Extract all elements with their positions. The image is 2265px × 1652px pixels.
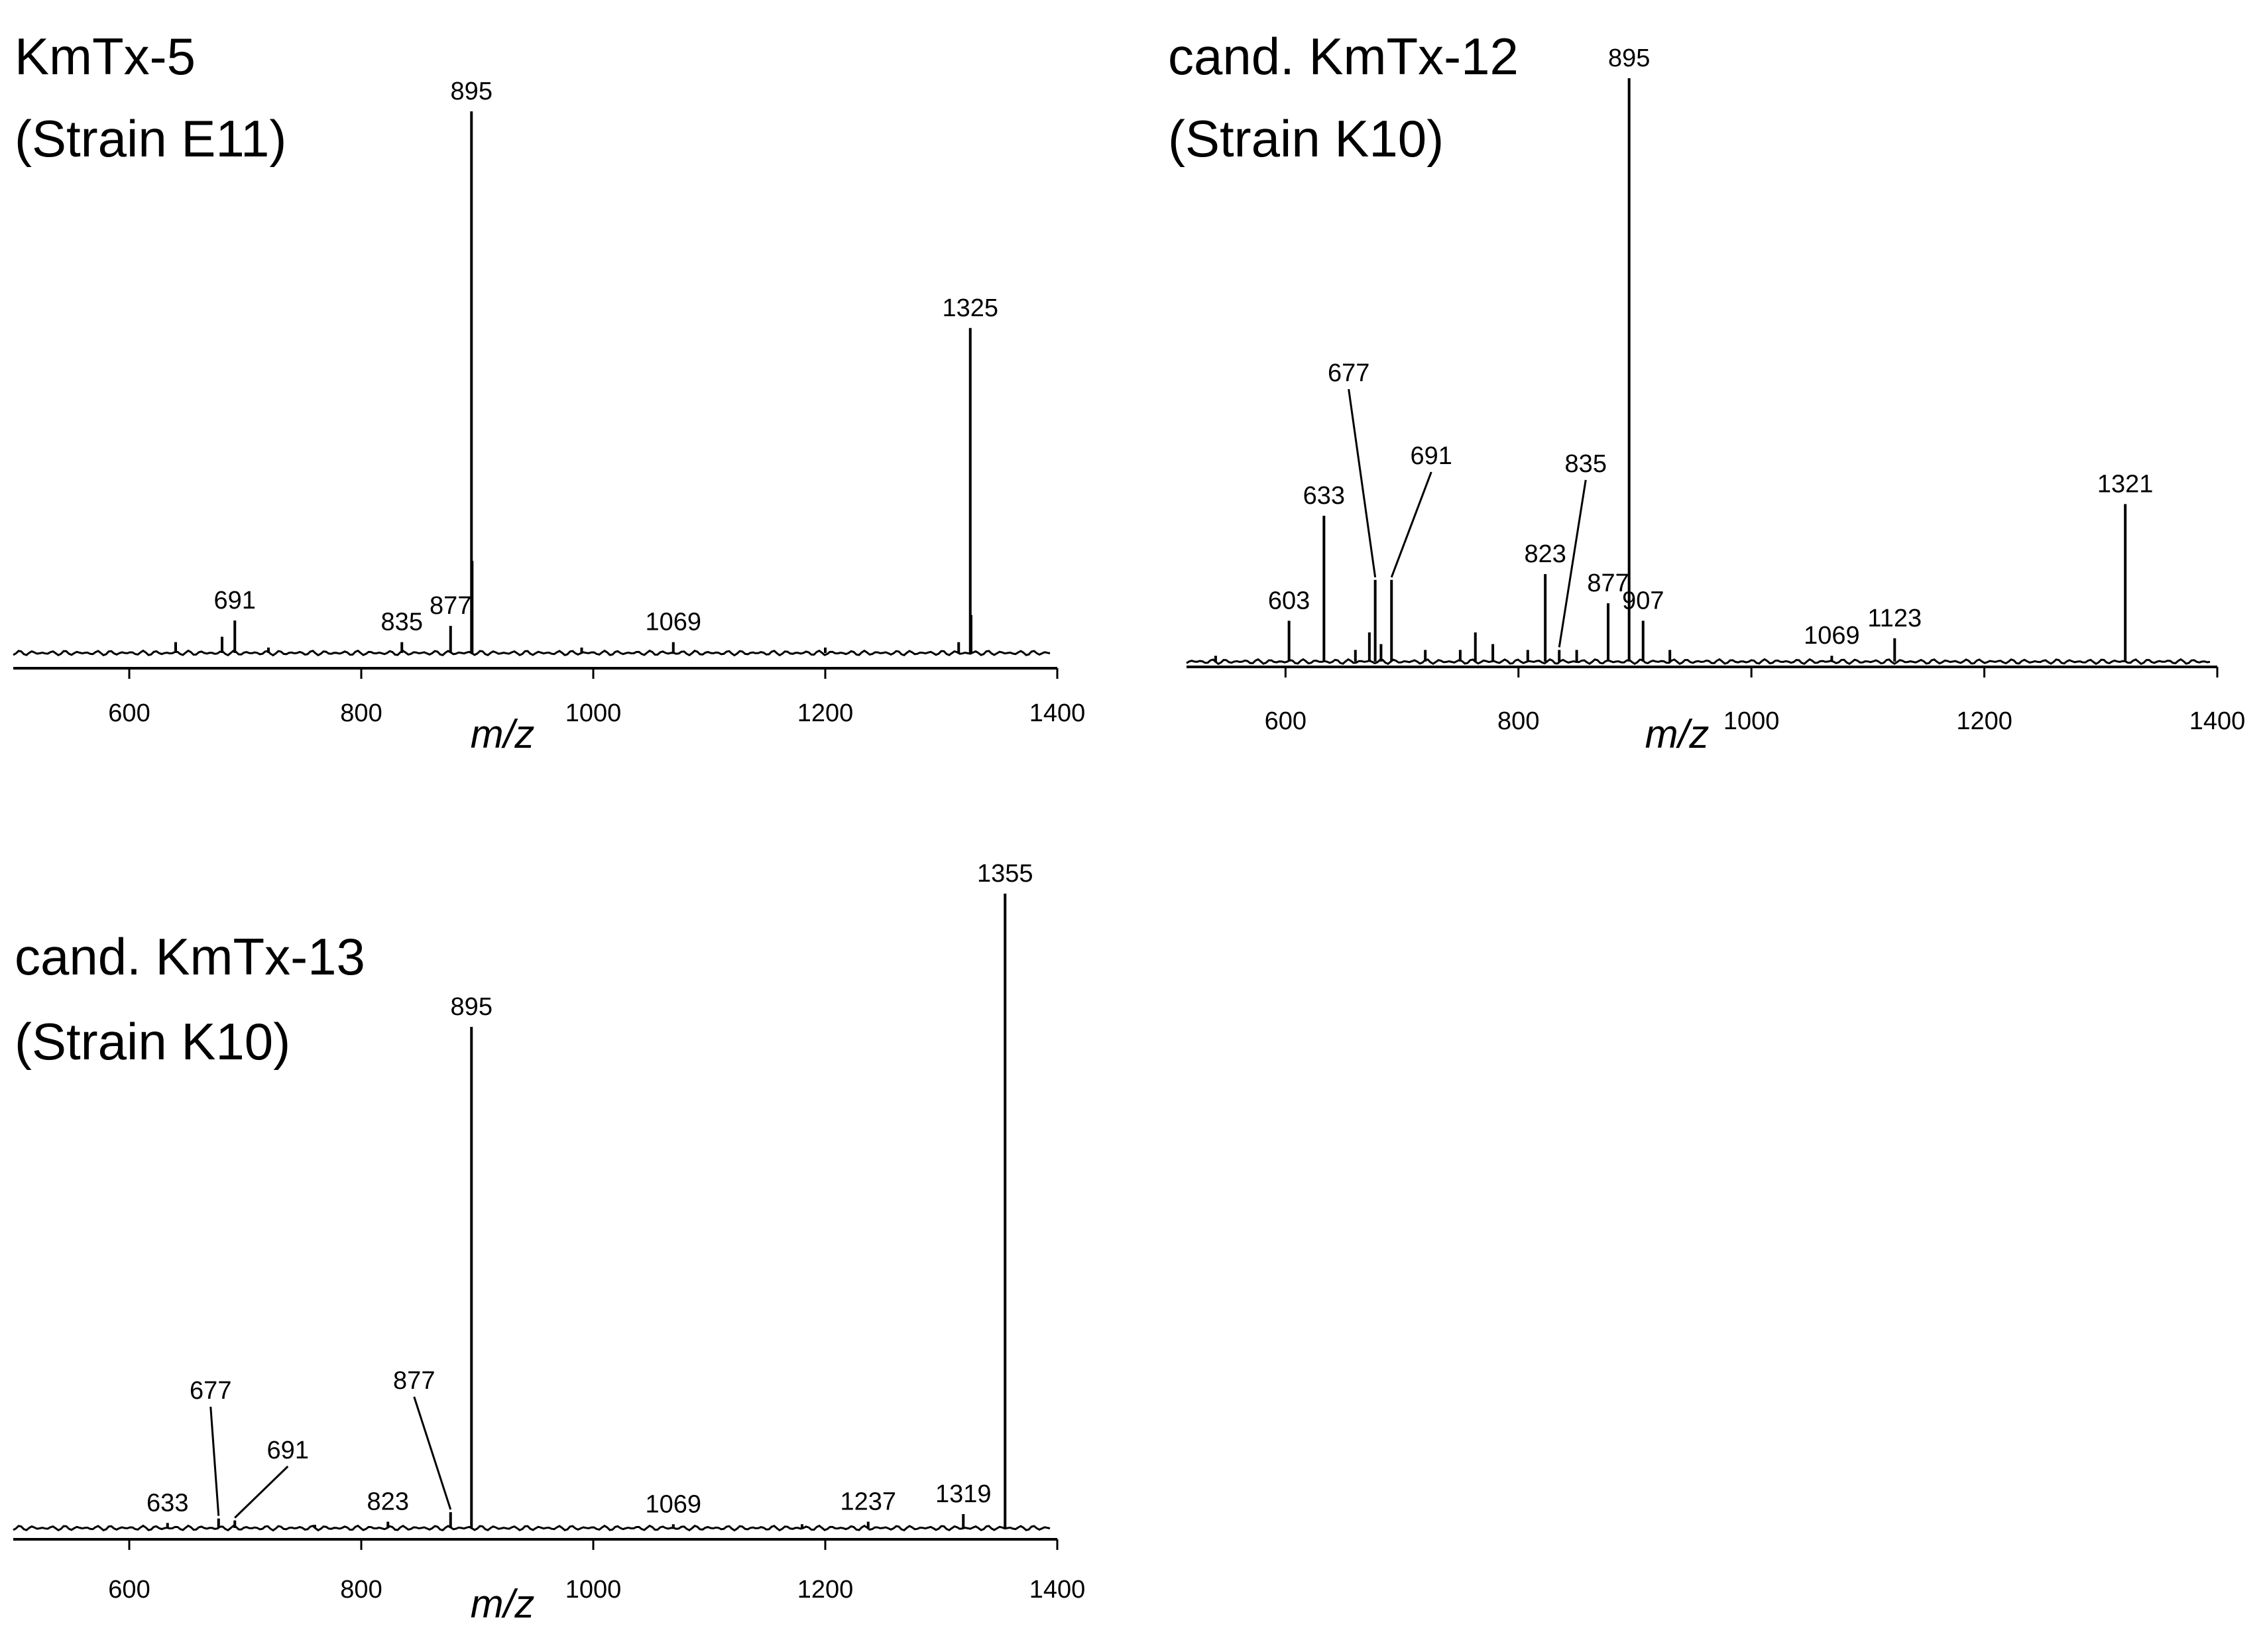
peak-leader-line bbox=[234, 1465, 289, 1519]
x-axis-label: m/z bbox=[1645, 712, 1710, 756]
peak-leader-line bbox=[1390, 471, 1432, 578]
panel-marks: 600 800 1000 1200 1400 603 633 677 691 823 835 877 8… bbox=[1186, 44, 2246, 735]
peak-label: 895 bbox=[1608, 44, 1650, 72]
peak-label: 835 bbox=[1565, 450, 1607, 478]
spectrum-panel-kmtx-13: cand. KmTx-13 (Strain K10) 600 800 1000 120… bbox=[13, 860, 1085, 1626]
peak-label: 1069 bbox=[645, 609, 701, 636]
peak-label: 691 bbox=[214, 587, 256, 615]
peak-label: 877 bbox=[430, 592, 471, 620]
x-tick-label: 1400 bbox=[2189, 707, 2246, 735]
peak-label: 1069 bbox=[645, 1490, 701, 1518]
peak-label: 895 bbox=[451, 993, 493, 1021]
spectrum-panel-kmtx-12: cand. KmTx-12 (Strain K10) 600 800 1000 120… bbox=[1168, 27, 2245, 756]
peak-label: 877 bbox=[393, 1367, 435, 1395]
peak-label: 677 bbox=[1328, 359, 1369, 387]
peak-label: 691 bbox=[1411, 442, 1452, 470]
peak-leader-line bbox=[1558, 479, 1587, 648]
peak-label: 835 bbox=[381, 609, 423, 636]
x-tick-label: 1000 bbox=[565, 1576, 622, 1604]
peak-label: 907 bbox=[1622, 587, 1664, 615]
panel-title-line-2: (Strain K10) bbox=[15, 1012, 290, 1071]
spectrum-panel-kmtx-5: KmTx-5 (Strain E11) 600 800 1000 1200 1400 69… bbox=[13, 27, 1085, 756]
panel-marks: 600 800 1000 1200 1400 691 835 877 895 1069 1325 bbox=[13, 78, 1085, 727]
peak-label: 1069 bbox=[1804, 622, 1860, 650]
peak-label: 823 bbox=[1524, 540, 1566, 568]
x-tick-label: 800 bbox=[340, 699, 382, 727]
peak-label: 1355 bbox=[977, 860, 1033, 888]
x-tick-label: 1400 bbox=[1029, 699, 1086, 727]
baseline-trace bbox=[13, 649, 1051, 657]
x-tick-label: 600 bbox=[108, 1576, 150, 1604]
peak-label: 603 bbox=[1268, 587, 1310, 615]
x-tick-label: 600 bbox=[1265, 707, 1307, 735]
peak-label: 823 bbox=[367, 1488, 409, 1515]
peak-label: 895 bbox=[451, 78, 493, 105]
panel-title-line-2: (Strain K10) bbox=[1168, 109, 1444, 168]
panel-title-line-2: (Strain E11) bbox=[15, 109, 286, 168]
peak-leader-line bbox=[413, 1396, 452, 1510]
x-tick-label: 800 bbox=[1497, 707, 1539, 735]
peak-label: 1237 bbox=[840, 1488, 896, 1515]
panel-marks: 600 800 1000 1200 1400 633 677 691 823 877 895 1069… bbox=[13, 860, 1085, 1604]
x-tick-label: 1000 bbox=[565, 699, 622, 727]
peak-label: 1319 bbox=[935, 1480, 992, 1508]
peak-label: 633 bbox=[146, 1489, 188, 1517]
peak-label: 1321 bbox=[2097, 470, 2154, 498]
panel-title-line-1: cand. KmTx-12 bbox=[1168, 27, 1519, 86]
peak-leader-line bbox=[209, 1406, 220, 1516]
peak-label: 633 bbox=[1303, 482, 1345, 510]
panel-title-line-1: KmTx-5 bbox=[15, 27, 196, 86]
peak-label: 1123 bbox=[1867, 605, 1922, 632]
baseline-trace bbox=[13, 1524, 1051, 1532]
peak-label: 691 bbox=[267, 1437, 309, 1464]
x-axis-label: m/z bbox=[471, 1582, 535, 1626]
x-tick-label: 1200 bbox=[797, 1576, 854, 1604]
peak-label: 1325 bbox=[942, 294, 998, 322]
x-axis-label: m/z bbox=[471, 712, 535, 756]
peak-label: 877 bbox=[1587, 569, 1629, 597]
x-tick-label: 1400 bbox=[1029, 1576, 1086, 1604]
x-tick-label: 600 bbox=[108, 699, 150, 727]
peak-label: 677 bbox=[190, 1377, 231, 1405]
panel-title-line-1: cand. KmTx-13 bbox=[15, 927, 365, 986]
x-tick-label: 1200 bbox=[1956, 707, 2012, 735]
x-tick-label: 1000 bbox=[1723, 707, 1780, 735]
x-tick-label: 800 bbox=[340, 1576, 382, 1604]
x-tick-label: 1200 bbox=[797, 699, 854, 727]
peak-leader-line bbox=[1348, 388, 1377, 578]
baseline-trace bbox=[1186, 658, 2211, 666]
